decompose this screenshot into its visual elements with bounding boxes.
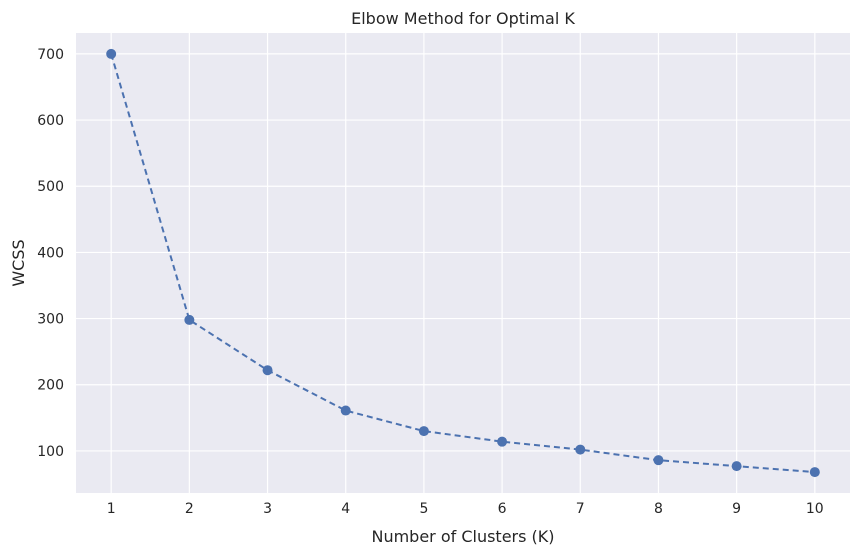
x-tick-label: 7	[576, 501, 585, 517]
data-point-k8	[653, 455, 664, 466]
y-tick-label: 200	[37, 378, 64, 394]
x-tick-labels: 1 2 3 4 5 6 7 8 9 10	[107, 501, 824, 517]
data-point-k10	[809, 467, 820, 478]
y-tick-label: 700	[37, 47, 64, 63]
y-tick-labels: 100 200 300 400 500 600 700	[37, 47, 64, 460]
data-point-k4	[340, 405, 351, 416]
x-tick-label: 4	[341, 501, 350, 517]
series-line-layer	[110, 53, 815, 474]
data-point-k9	[731, 461, 742, 472]
x-tick-label: 5	[419, 501, 428, 517]
y-tick-label: 300	[37, 312, 64, 328]
x-tick-label: 2	[185, 501, 194, 517]
data-point-k7	[575, 444, 586, 455]
x-tick-label: 8	[654, 501, 663, 517]
x-tick-label: 3	[263, 501, 272, 517]
data-point-k5	[418, 426, 429, 437]
data-point-k6	[497, 436, 508, 447]
data-point-k1	[106, 48, 117, 59]
x-tick-label: 1	[107, 501, 116, 517]
data-point-k3	[262, 365, 273, 376]
grid	[76, 33, 850, 493]
y-tick-label: 500	[37, 179, 64, 195]
plot-area	[76, 33, 850, 493]
y-tick-label: 100	[37, 444, 64, 460]
y-axis-label: WCSS	[9, 239, 28, 286]
x-axis-label: Number of Clusters (K)	[371, 527, 554, 546]
x-tick-label: 6	[498, 501, 507, 517]
y-tick-label: 400	[37, 245, 64, 261]
data-point-k2	[184, 314, 195, 325]
y-tick-label: 600	[37, 113, 64, 129]
x-tick-label: 9	[732, 501, 741, 517]
series-line	[110, 53, 815, 474]
x-tick-label: 10	[806, 501, 824, 517]
chart-title: Elbow Method for Optimal K	[351, 9, 575, 28]
series-marker-layer	[106, 48, 820, 478]
